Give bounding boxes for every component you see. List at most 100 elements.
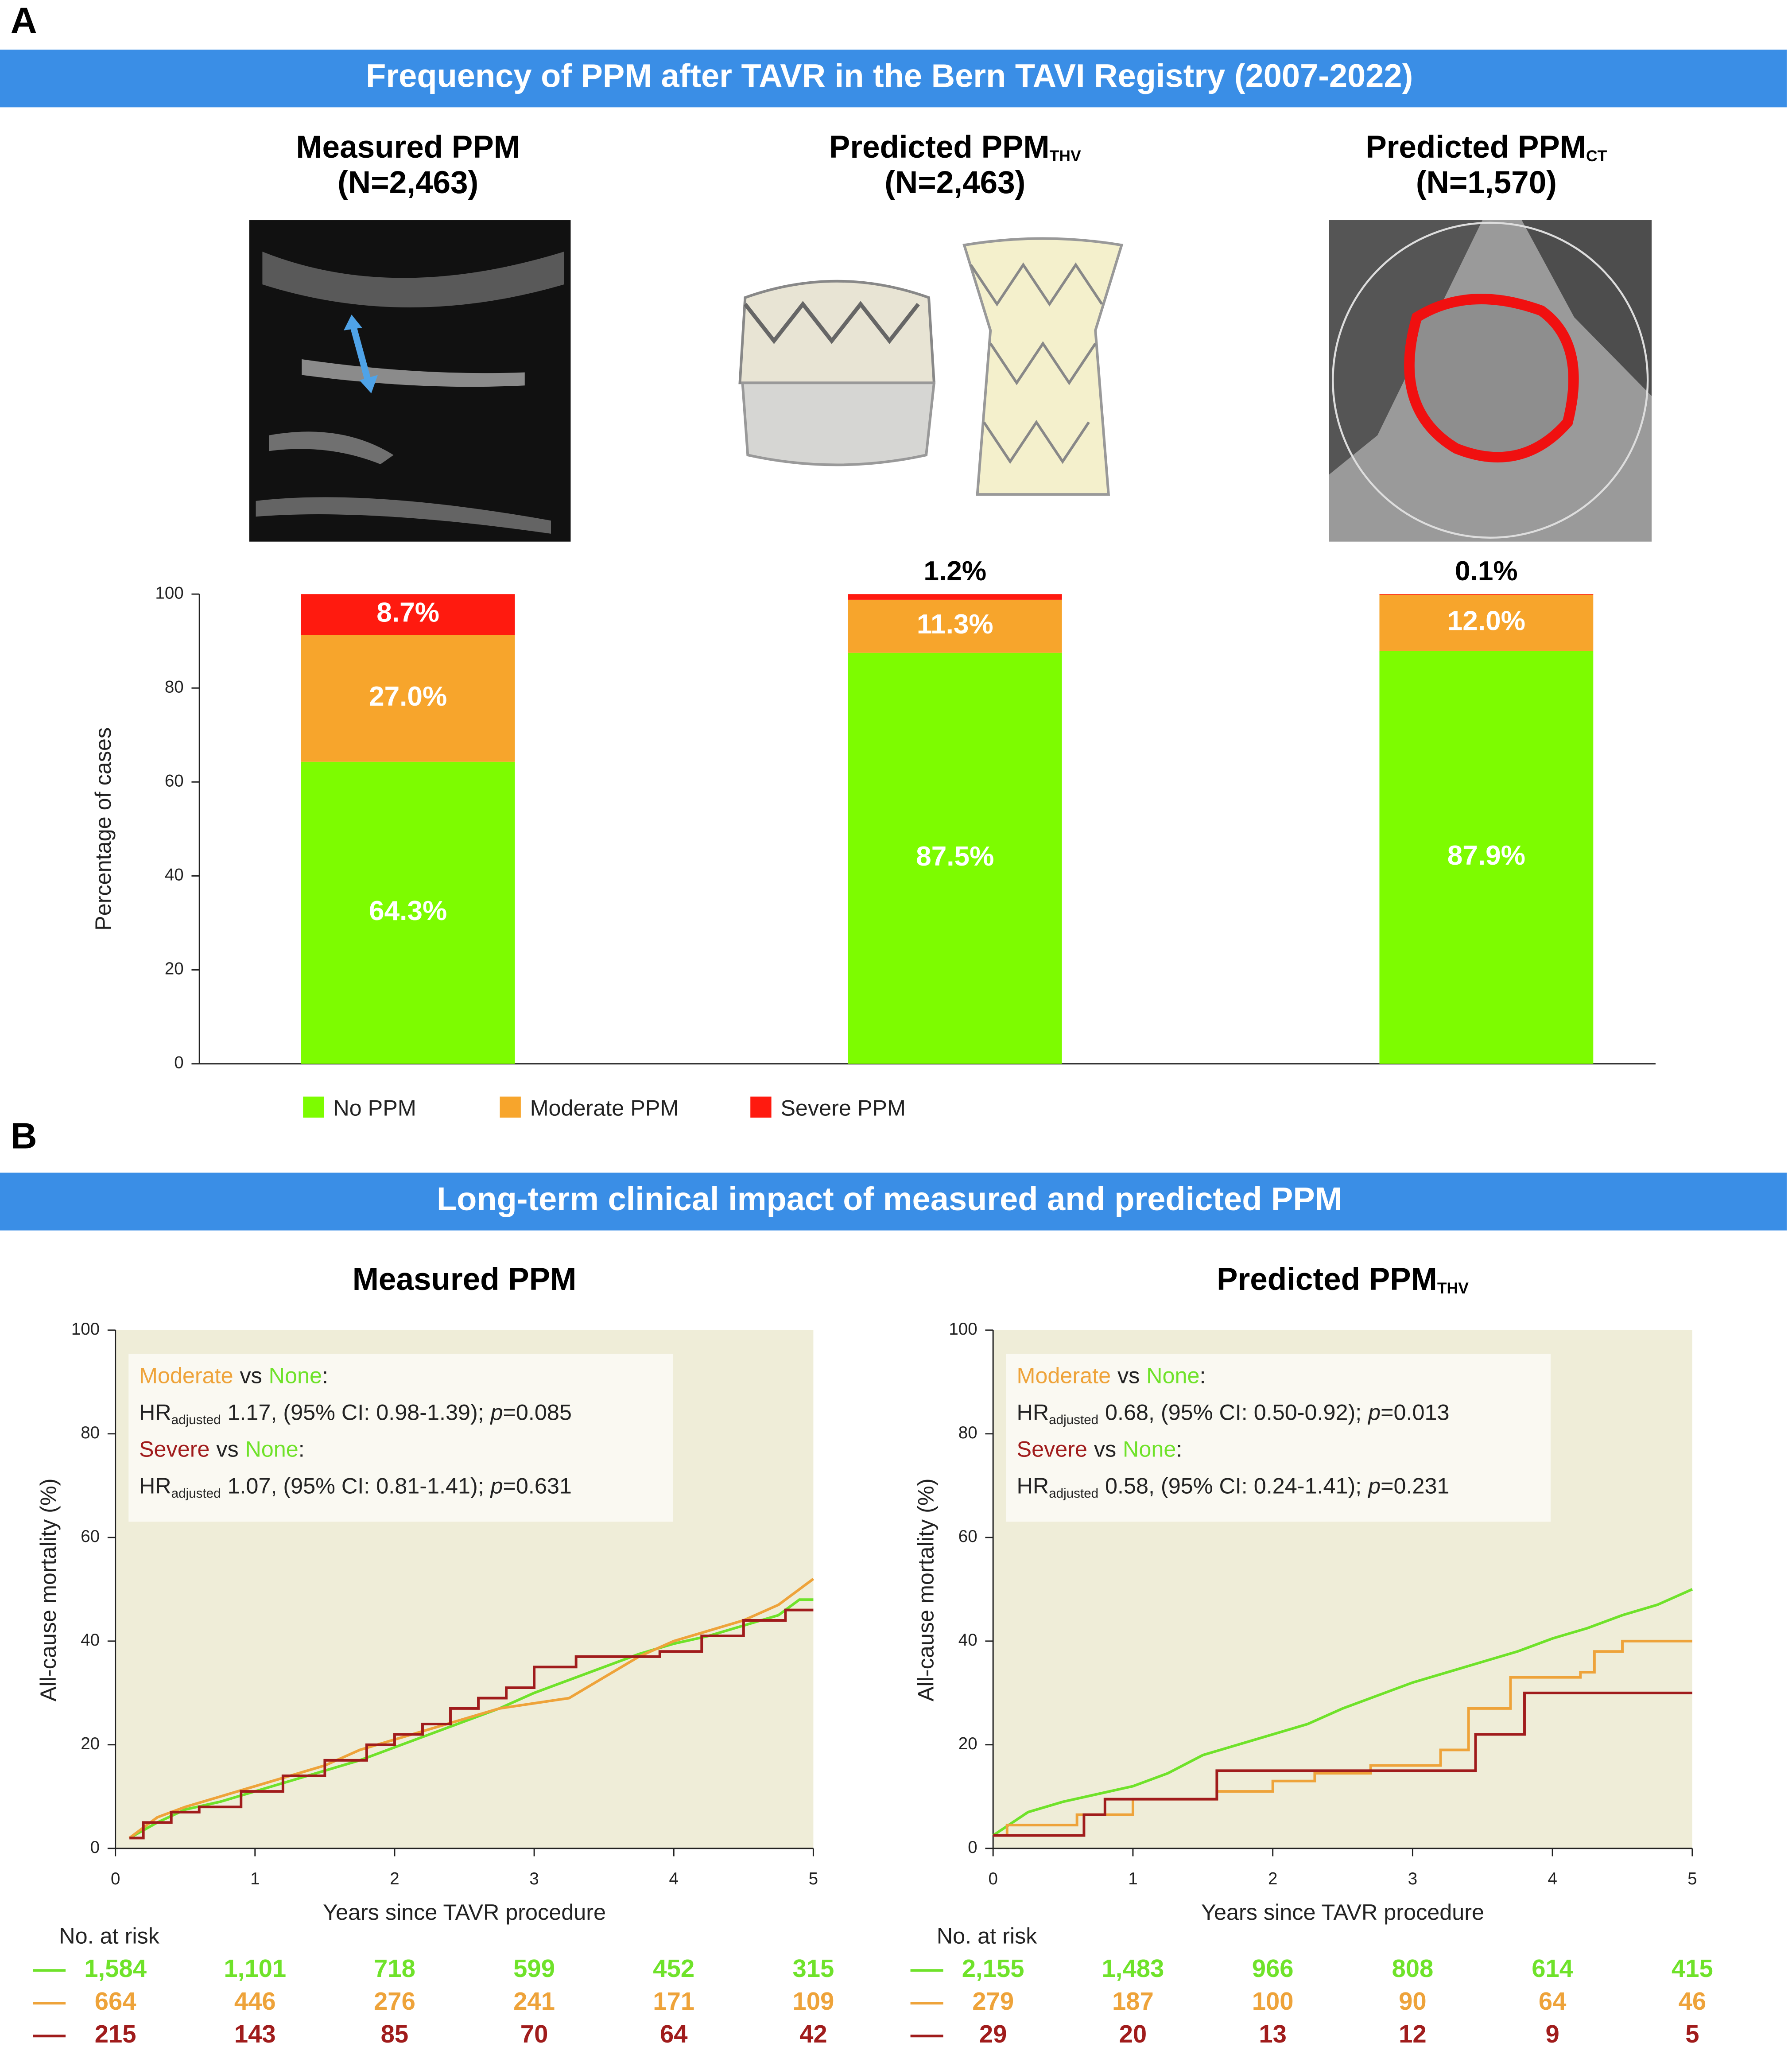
comparison-separator: : (299, 1437, 305, 1462)
risk-count: 966 (1252, 1954, 1294, 1982)
y-tick-label: 0 (174, 1053, 183, 1072)
category-subscript: CT (1586, 147, 1607, 165)
comparison-separator: : (1200, 1363, 1206, 1388)
comparison-vs: vs (216, 1437, 238, 1462)
y-tick-label: 80 (81, 1423, 100, 1442)
y-tick-label: 60 (958, 1527, 977, 1546)
p-label: p (1367, 1473, 1381, 1499)
risk-count: 12 (1399, 2020, 1427, 2048)
value-label: 87.9% (1447, 840, 1525, 871)
x-tick-label: 1 (250, 1869, 260, 1888)
x-tick-label: 2 (390, 1869, 399, 1888)
comparison-title: Severe vs None: (139, 1437, 305, 1462)
y-tick-label: 0 (968, 1838, 977, 1857)
y-tick-label: 100 (71, 1320, 100, 1339)
category-title: Predicted PPMTHV (829, 130, 1081, 165)
comparison-group: Severe (139, 1437, 210, 1462)
legend-swatch (750, 1096, 772, 1118)
p-label: p (490, 1400, 503, 1425)
hr-subscript: adjusted (1049, 1413, 1098, 1427)
comparison-vs: vs (1117, 1363, 1140, 1388)
annotation-box (1006, 1354, 1551, 1522)
value-label: 12.0% (1447, 606, 1525, 636)
value-label: 1.2% (923, 556, 986, 586)
x-tick-label: 0 (111, 1869, 120, 1888)
value-label: 11.3% (917, 609, 993, 640)
x-tick-label: 0 (988, 1869, 997, 1888)
risk-count: 1,101 (224, 1954, 286, 1982)
y-tick-label: 20 (165, 959, 184, 979)
risk-count: 2,155 (962, 1954, 1024, 1982)
survival-curve (129, 1608, 814, 1840)
y-tick-label: 40 (958, 1631, 977, 1650)
y-tick-label: 40 (81, 1631, 100, 1650)
hr-subscript: adjusted (171, 1413, 221, 1427)
valve-image (738, 237, 1124, 496)
risk-table-title: No. at risk (937, 1923, 1037, 1948)
bar-segment (848, 594, 1062, 600)
survival-curve (128, 1578, 815, 1839)
y-tick-label: 60 (81, 1527, 100, 1546)
header-bar (0, 1173, 1787, 1231)
risk-count: 599 (513, 1954, 555, 1982)
risk-count: 614 (1532, 1954, 1573, 1982)
comparison-group: Severe (1016, 1437, 1087, 1462)
x-tick-label: 1 (1128, 1869, 1137, 1888)
bar-segment (848, 652, 1062, 1064)
value-label: 8.7% (376, 598, 439, 628)
risk-count: 808 (1392, 1954, 1433, 1982)
risk-count: 143 (234, 2020, 276, 2048)
p-value: =0.231 (1381, 1473, 1449, 1499)
comparison-group: Moderate (139, 1363, 233, 1388)
p-value: =0.013 (1381, 1400, 1449, 1425)
y-tick-label: 20 (81, 1734, 100, 1753)
bar-segment (301, 761, 515, 1064)
hr-label: HR (139, 1473, 171, 1499)
risk-count: 46 (1679, 1987, 1707, 2015)
chart-title-text: Measured PPM (353, 1262, 577, 1297)
risk-count: 13 (1259, 2020, 1287, 2048)
category-name: Predicted PPM (829, 130, 1050, 165)
risk-count: 64 (660, 2020, 688, 2048)
legend-label: Severe PPM (780, 1095, 906, 1121)
hr-subscript: adjusted (1049, 1486, 1098, 1501)
risk-count: 171 (653, 1987, 694, 2015)
hr-label: HR (139, 1400, 171, 1425)
value-label: 64.3% (369, 896, 447, 926)
category-title: Predicted PPMCT (1365, 130, 1607, 165)
chart-title: Predicted PPMTHV (1217, 1262, 1469, 1297)
y-axis-label: Percentage of cases (90, 727, 116, 931)
x-tick-label: 3 (529, 1869, 539, 1888)
category-note: (N=1,570) (1416, 165, 1557, 200)
hazard-ratio: HRadjusted 0.68, (95% CI: 0.50-0.92); p=0.… (1016, 1400, 1449, 1427)
hr-label: HR (1016, 1400, 1049, 1425)
survival-curve (993, 1691, 1692, 1837)
panel-label: B (11, 1115, 37, 1156)
hr-subscript: adjusted (171, 1486, 221, 1501)
hr-estimate: 1.07, (95% CI: 0.81-1.41); (227, 1473, 484, 1499)
x-axis-label: Years since TAVR procedure (323, 1899, 606, 1925)
comparison-title: Moderate vs None: (139, 1363, 328, 1388)
comparison-group: Moderate (1016, 1363, 1111, 1388)
p-label: p (1367, 1400, 1381, 1425)
risk-count: 109 (792, 1987, 834, 2015)
hr-label: HR (1016, 1473, 1049, 1499)
p-label: p (490, 1473, 503, 1499)
risk-count: 1,584 (84, 1954, 147, 1982)
risk-count: 1,483 (1102, 1954, 1164, 1982)
comparison-separator: : (322, 1363, 328, 1388)
comparison-title: Severe vs None: (1016, 1437, 1182, 1462)
category-name: Measured PPM (296, 130, 520, 165)
risk-count: 664 (95, 1987, 136, 2015)
risk-count: 85 (381, 2020, 409, 2048)
risk-count: 5 (1685, 2020, 1699, 2048)
bar-segment (848, 599, 1062, 653)
annotation-box (128, 1354, 673, 1522)
risk-count: 64 (1539, 1987, 1567, 2015)
y-tick-label: 80 (958, 1423, 977, 1442)
risk-count: 215 (95, 2020, 136, 2048)
legend-label: Moderate PPM (530, 1095, 679, 1121)
x-tick-label: 5 (1687, 1869, 1697, 1888)
